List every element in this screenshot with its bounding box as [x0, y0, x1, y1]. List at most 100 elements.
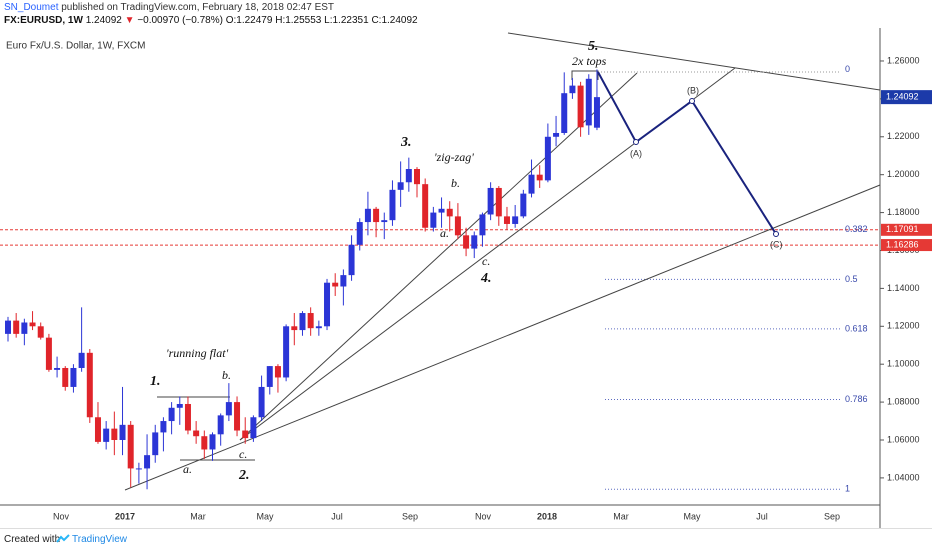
x-tick-label: Nov: [53, 511, 70, 521]
candle-body: [201, 436, 208, 450]
candle-body: [152, 432, 159, 456]
candle-body: [397, 182, 404, 190]
candle-body: [430, 212, 437, 228]
candle-body: [250, 417, 257, 439]
y-tick-label: 1.06000: [887, 434, 920, 444]
header: SN_Doumet published on TradingView.com, …: [4, 2, 334, 13]
annotation: c.: [239, 447, 247, 461]
annotation: 2.: [238, 468, 250, 483]
h-label: H:: [275, 15, 286, 26]
y-tick-label: 1.10000: [887, 359, 920, 369]
candle-body: [503, 216, 510, 224]
trend-line: [124, 184, 881, 491]
h: 1.25553: [285, 15, 322, 26]
candle-body: [536, 174, 543, 181]
published: published on TradingView.com, February 1…: [61, 2, 335, 13]
candle-body: [569, 85, 576, 94]
annotation: b.: [222, 368, 231, 382]
candle-body: [234, 402, 241, 431]
candle-body: [29, 322, 36, 327]
candle-body: [389, 189, 396, 221]
candle-body: [324, 282, 331, 327]
wave-path: [597, 71, 777, 235]
o-label: O:: [225, 15, 237, 26]
candle-body: [54, 367, 61, 370]
fib-label: 1: [845, 484, 850, 494]
wave-point: [633, 139, 639, 145]
brand[interactable]: TradingView: [72, 534, 128, 545]
l-label: L:: [324, 15, 333, 26]
x-tick-label: May: [256, 511, 274, 521]
candle-body: [495, 187, 502, 217]
o: 1.22479: [236, 15, 273, 26]
candle-body: [299, 313, 306, 331]
last-price-box: [881, 90, 932, 105]
candle-body: [364, 208, 371, 223]
created: Created with: [4, 534, 61, 545]
candle-body: [577, 85, 584, 128]
candle-body: [479, 214, 486, 236]
candle-body: [315, 326, 322, 329]
candle-body: [356, 222, 363, 245]
candle-body: [487, 187, 494, 215]
change: −0.00970 (−0.78%): [137, 15, 223, 26]
x-tick-label: Jul: [756, 511, 768, 521]
candle-body: [463, 235, 470, 249]
candle-body: [544, 136, 551, 181]
candle-body: [144, 455, 151, 469]
wave-point: [689, 98, 695, 104]
candle-body: [135, 468, 142, 470]
annotation: (C): [770, 239, 783, 249]
c-label: C:: [371, 15, 382, 26]
annotation: 'running flat': [166, 346, 229, 360]
x-tick-label: 2017: [115, 511, 135, 521]
x-tick-label: Mar: [190, 511, 206, 521]
candle-body: [70, 367, 77, 387]
candle-body: [78, 352, 85, 368]
tops-bracket: [571, 70, 599, 80]
candle-body: [283, 326, 290, 378]
annotation: a.: [183, 462, 192, 476]
arrow: ▼: [124, 15, 135, 26]
candle-body: [348, 244, 355, 276]
candle-body: [176, 403, 183, 408]
candle-body: [13, 320, 20, 334]
annotation: 'zig-zag': [434, 150, 474, 164]
annotation: (A): [630, 148, 642, 158]
candle-body: [332, 282, 339, 287]
fib-label: 0.5: [845, 274, 858, 284]
x-tick-label: Mar: [613, 511, 629, 521]
wave-point: [773, 231, 779, 237]
price-box: [881, 223, 932, 236]
author[interactable]: SN_Doumet: [4, 2, 59, 13]
y-tick-label: 1.20000: [887, 169, 920, 179]
y-tick-label: 1.18000: [887, 207, 920, 217]
candle-body: [62, 367, 69, 387]
x-tick-label: Sep: [824, 511, 840, 521]
candle-body: [307, 313, 314, 329]
candle-body: [45, 337, 52, 370]
y-tick-label: 1.14000: [887, 283, 920, 293]
candle-body: [225, 402, 232, 416]
candle-body: [454, 216, 461, 236]
fib-label: 0.382: [845, 224, 868, 234]
x-tick-label: 2018: [537, 511, 557, 521]
candle-body: [209, 434, 216, 450]
grid: [0, 229, 880, 490]
annotation: a.: [440, 226, 449, 240]
price-box-label: 1.17091: [886, 224, 919, 234]
x-tick-label: Jul: [331, 511, 343, 521]
symbol: FX:EURUSD, 1W: [4, 15, 83, 26]
y-tick-label: 1.26000: [887, 55, 920, 65]
drawings: 1. b. 'running flat' a. c. 2. 3. 'zig-za…: [124, 32, 881, 491]
annotation: 4.: [480, 271, 492, 286]
annotation: c.: [482, 254, 490, 268]
candle-body: [127, 424, 134, 469]
price-box: [881, 239, 932, 252]
quote-line: FX:EURUSD, 1W 1.24092 ▼ −0.00970 (−0.78%…: [4, 15, 418, 26]
trend-line: [239, 72, 638, 441]
l: 1.22351: [332, 15, 369, 26]
candle-body: [553, 132, 560, 137]
candle-body: [585, 78, 592, 126]
